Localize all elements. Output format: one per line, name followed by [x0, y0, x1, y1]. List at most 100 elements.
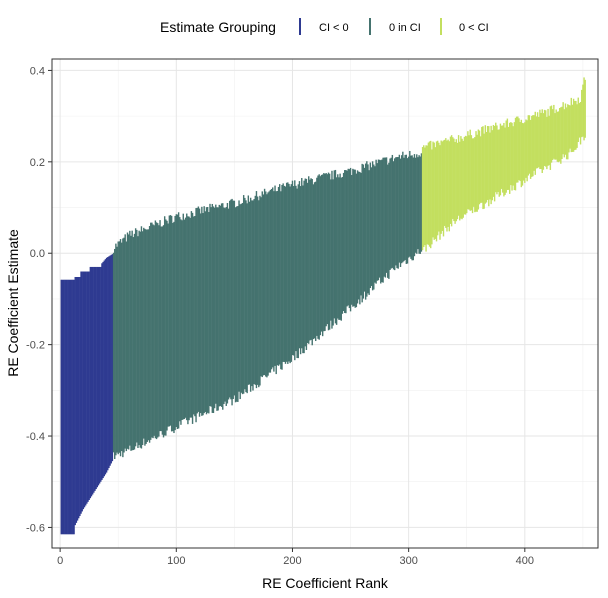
y-tick-label: 0.2 [30, 157, 45, 169]
interval-bar [565, 107, 568, 160]
interval-bar [147, 229, 150, 441]
interval-bar [233, 200, 236, 396]
interval-bar [528, 115, 531, 174]
interval-bar [117, 241, 119, 455]
interval-bar [522, 123, 525, 181]
interval-bar [418, 155, 420, 254]
interval-bar [67, 279, 69, 535]
interval-bar [334, 169, 337, 324]
interval-bar [143, 227, 145, 439]
interval-bar [576, 104, 578, 148]
interval-bar [368, 170, 370, 295]
interval-bar [115, 243, 117, 456]
interval-bar [356, 170, 359, 304]
interval-bar [191, 212, 194, 424]
interval-bar [280, 191, 282, 370]
interval-bar [416, 154, 418, 254]
interval-bar [395, 157, 397, 266]
interval-bar [167, 223, 169, 427]
x-tick-label: 200 [283, 555, 301, 567]
interval-bar [404, 154, 406, 260]
interval-bar [538, 116, 540, 168]
y-axis-title: RE Coefficient Estimate [5, 229, 21, 377]
interval-bar [374, 166, 376, 283]
interval-bar [69, 279, 72, 535]
interval-bar [201, 206, 203, 416]
interval-bar [175, 214, 178, 427]
interval-bar [140, 226, 143, 449]
interval-bar [409, 150, 411, 257]
interval-bar [434, 147, 437, 239]
interval-bar [103, 260, 105, 477]
interval-bar [102, 261, 104, 479]
interval-bar [310, 178, 312, 340]
interval-bar [62, 279, 65, 535]
interval-bar [361, 163, 363, 303]
interval-bar [105, 257, 108, 473]
interval-bar [125, 241, 128, 452]
interval-bar [187, 216, 189, 425]
interval-bar [275, 191, 277, 375]
interval-bar [583, 77, 585, 141]
interval-bar [554, 113, 556, 160]
interval-bar [123, 237, 125, 453]
interval-bar [267, 192, 269, 376]
interval-bar [231, 198, 233, 406]
interval-bar [462, 140, 464, 218]
interval-bar [112, 252, 115, 453]
legend-key-zero-in-ci [369, 18, 371, 35]
interval-bar [360, 172, 362, 296]
interval-bar [146, 229, 148, 442]
interval-bar [79, 276, 81, 517]
interval-bar [546, 116, 548, 170]
interval-bar [469, 129, 471, 211]
interval-bar [419, 156, 421, 254]
interval-bar [558, 107, 561, 162]
interval-bar [224, 208, 226, 402]
interval-bar [127, 234, 130, 450]
interval-bar [266, 194, 268, 378]
interval-bar [470, 135, 473, 211]
interval-bar [258, 200, 260, 388]
interval-bar [287, 182, 289, 364]
y-tick-label: -0.2 [26, 340, 45, 352]
interval-bar [370, 167, 373, 286]
interval-bar [524, 122, 526, 183]
x-axis-title: RE Coefficient Rank [262, 575, 389, 591]
interval-bar [543, 109, 546, 166]
interval-bar [460, 136, 462, 219]
interval-bar [397, 157, 399, 269]
interval-bar [198, 208, 201, 417]
interval-bar [359, 171, 361, 305]
interval-bar [348, 169, 351, 309]
interval-bar [431, 149, 433, 245]
interval-bar [369, 162, 372, 289]
interval-bar [186, 213, 188, 421]
interval-bar [478, 130, 481, 205]
interval-bar [285, 182, 288, 362]
interval-bar [151, 222, 153, 438]
interval-bar [430, 140, 432, 249]
interval-bar [467, 131, 469, 210]
interval-bar [423, 145, 425, 248]
interval-bar [575, 100, 577, 150]
interval-bar [433, 142, 435, 240]
interval-bar [345, 170, 347, 314]
interval-bar [373, 164, 375, 290]
interval-bar [539, 109, 541, 170]
interval-bar [281, 184, 283, 370]
interval-bar [72, 279, 74, 535]
interval-bar [320, 174, 323, 332]
interval-bar [392, 161, 395, 270]
interval-bar [303, 180, 305, 354]
interval-bar [194, 215, 196, 417]
interval-bar [578, 103, 581, 138]
interval-bar [118, 241, 121, 453]
interval-bar [93, 266, 95, 493]
interval-bar [545, 110, 547, 167]
interval-bar [347, 168, 349, 306]
interval-bar [236, 206, 238, 402]
interval-bar [278, 184, 281, 365]
interval-bar [510, 122, 512, 186]
interval-bar [134, 228, 137, 447]
